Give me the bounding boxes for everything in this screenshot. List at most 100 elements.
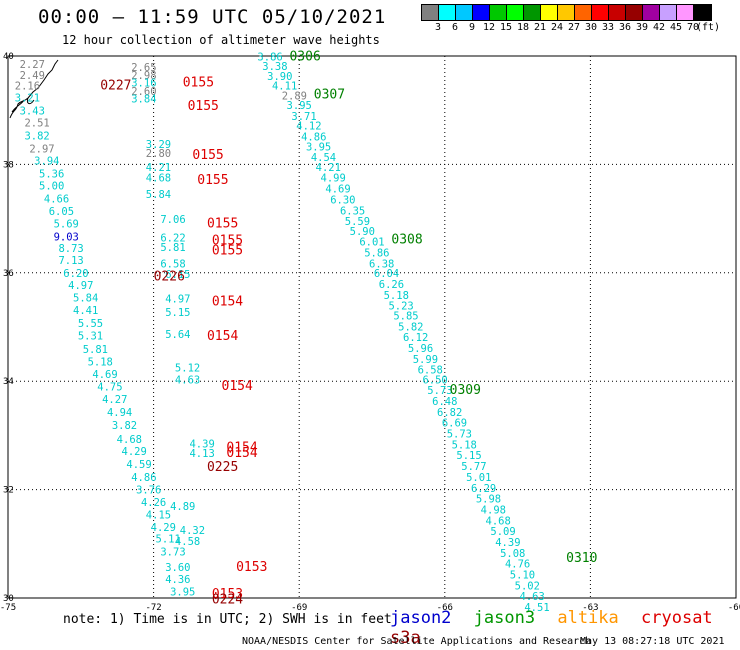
- legend-swatch: [677, 5, 694, 20]
- legend-label: 15: [499, 22, 513, 33]
- wave-height-value: 6.22: [160, 232, 185, 244]
- wave-height-value: 5.55: [78, 318, 103, 330]
- wave-height-value: 4.75: [97, 381, 122, 393]
- wave-height-value: 5.64: [165, 329, 190, 341]
- units-note: note: 1) Time is in UTC; 2) SWH is in fe…: [63, 612, 392, 627]
- pass-time-label: 0155: [183, 75, 214, 90]
- pass-time-label: 0154: [226, 441, 257, 456]
- wave-height-value: 5.15: [456, 450, 481, 462]
- pass-time-label: 0309: [450, 383, 481, 398]
- x-tick-label: -72: [145, 603, 161, 613]
- wave-height-value: 5.11: [156, 534, 181, 546]
- wave-height-value: 7.13: [58, 255, 83, 267]
- wave-height-value: 4.97: [68, 280, 93, 292]
- wave-height-value: 3.60: [165, 562, 190, 574]
- wave-height-value: 4.68: [117, 434, 142, 446]
- wave-height-value: 5.02: [515, 580, 540, 592]
- wave-height-value: 3.95: [306, 141, 331, 153]
- wave-height-value: 5.08: [500, 548, 525, 560]
- wave-height-value: 5.73: [447, 429, 472, 441]
- wave-height-value: 5.15: [165, 307, 190, 319]
- wave-height-value: 4.59: [126, 459, 151, 471]
- wave-height-value: 3.86: [257, 51, 282, 63]
- legend-label: (ft): [695, 22, 721, 33]
- wave-height-value: 3.43: [20, 106, 45, 118]
- wave-height-value: 5.84: [73, 293, 98, 305]
- legend-swatch: [507, 5, 524, 20]
- wave-height-value: 6.30: [330, 194, 355, 206]
- wave-height-value: 4.39: [189, 438, 214, 450]
- wave-height-value: 6.69: [442, 418, 467, 430]
- wave-height-value: 5.69: [54, 218, 79, 230]
- wave-height-value: 4.89: [170, 501, 195, 513]
- wave-height-value: 2.97: [29, 143, 54, 155]
- wave-height-value: 8.73: [58, 243, 83, 255]
- pass-time-label: 0155: [192, 148, 223, 163]
- wave-height-value: 2.60: [131, 86, 156, 98]
- wave-height-value: 4.26: [141, 497, 166, 509]
- y-tick-label: 36: [3, 269, 14, 279]
- wave-height-value: 4.86: [131, 472, 156, 484]
- wave-height-value: 5.18: [384, 290, 409, 302]
- legend-labels: 3 6 9 12 15 18 21 24 27 30 33 36 39 42 45 70 (ft): [421, 21, 720, 35]
- wave-height-value: 2.49: [20, 70, 45, 82]
- legend-label: 70: [686, 22, 700, 33]
- wave-height-value: 3.38: [262, 61, 287, 73]
- pass-time-label: 0154: [226, 446, 257, 461]
- legend-label: 9: [468, 22, 476, 33]
- satellite-cryosat: cryosat: [641, 608, 713, 628]
- wave-height-value: 4.69: [92, 369, 117, 381]
- wave-height-value: 4.97: [165, 294, 190, 306]
- footer-credit: NOAA/NESDIS Center for Satellite Applica…: [242, 636, 592, 647]
- legend-label: 39: [635, 22, 649, 33]
- wave-height-value: 5.10: [510, 569, 535, 581]
- wave-height-value: 5.59: [345, 216, 370, 228]
- wave-height-value: 5.12: [175, 362, 200, 374]
- pass-time-label: 0307: [314, 87, 345, 102]
- legend-label: 6: [451, 22, 459, 33]
- wave-height-value: 4.15: [146, 509, 171, 521]
- wave-height-value: 4.29: [122, 446, 147, 458]
- wave-height-value: 5.86: [364, 248, 389, 260]
- legend-swatch: [660, 5, 677, 20]
- wave-height-value: 2.89: [282, 90, 307, 102]
- pass-time-label: 0155: [212, 243, 243, 258]
- wave-height-value: 4.39: [495, 537, 520, 549]
- wave-height-value: 3.76: [136, 484, 161, 496]
- wave-height-value: 5.99: [413, 354, 438, 366]
- wave-height-value: 2.80: [146, 148, 171, 160]
- pass-time-label: 0154: [207, 329, 238, 344]
- pass-time-label: 0225: [207, 460, 238, 475]
- satellite-jason2: jason2: [390, 608, 452, 628]
- legend-label: 30: [584, 22, 598, 33]
- wave-height-value: 4.68: [146, 173, 171, 185]
- wave-height-value: 3.95: [287, 100, 312, 112]
- y-tick-label: 38: [3, 160, 14, 170]
- wave-height-value: 4.58: [175, 536, 200, 548]
- coastline: [9, 59, 59, 119]
- wave-height-value: 4.21: [316, 162, 341, 174]
- wave-height-value: 2.65: [131, 62, 156, 74]
- legend-swatch: [643, 5, 660, 20]
- wave-height-value: 4.29: [151, 522, 176, 534]
- wave-height-value: 6.12: [403, 332, 428, 344]
- wave-height-value: 5.96: [408, 343, 433, 355]
- x-tick-label: -75: [0, 603, 16, 613]
- wave-height-value: 4.94: [107, 407, 132, 419]
- legend-color-bar: [421, 4, 712, 21]
- map-frame: [7, 55, 737, 599]
- pass-time-label: 0155: [197, 173, 228, 188]
- wave-height-value: 5.84: [146, 189, 171, 201]
- wave-height-value: 3.21: [15, 93, 40, 105]
- wave-height-value: 4.98: [481, 504, 506, 516]
- wave-height-value: 6.15: [165, 269, 190, 281]
- wave-height-value: 4.13: [189, 448, 214, 460]
- wave-height-value: 9.03: [54, 231, 79, 243]
- wave-height-value: 3.73: [160, 547, 185, 559]
- wave-height-value: 4.99: [321, 173, 346, 185]
- wave-height-value: 6.04: [374, 268, 399, 280]
- wave-height-value: 3.29: [146, 139, 171, 151]
- wave-height-value: 4.63: [175, 374, 200, 386]
- wave-height-value: 4.51: [524, 602, 549, 614]
